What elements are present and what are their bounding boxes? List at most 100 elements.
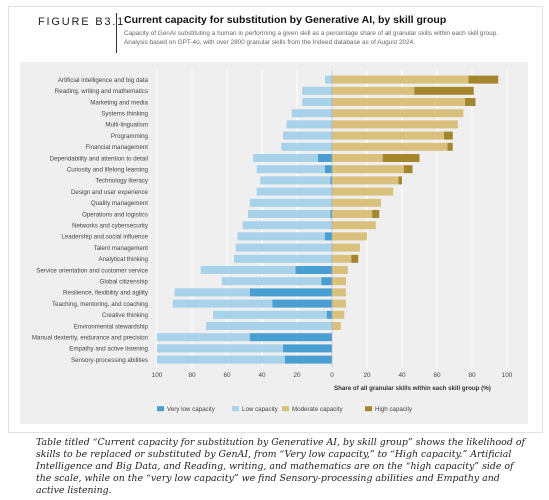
x-tick-label: 40 [398, 372, 406, 379]
skill-capacity-chart: Artificial intelligence and big data Read… [32, 70, 513, 413]
bar-high [414, 86, 474, 95]
category-label: Resilience, flexibility and agility [63, 290, 149, 297]
bar-low [281, 142, 332, 151]
category-label: Design and user experience [71, 189, 149, 196]
x-tick-label: 60 [433, 372, 441, 379]
bar-low [325, 75, 332, 84]
bar-high [351, 254, 359, 263]
header-divider [116, 13, 117, 53]
bar-low [172, 299, 273, 308]
bar-high [403, 165, 413, 174]
category-label: Creative thinking [102, 312, 149, 319]
bar-very-low [249, 288, 332, 297]
x-axis-title: Share of all granular skills within each… [334, 385, 491, 392]
bar-moderate [332, 221, 376, 230]
bar-very-low [325, 232, 332, 241]
legend-label-high: High capacity [375, 406, 413, 413]
bar-moderate [332, 131, 444, 140]
category-label: Teaching, mentoring, and coaching [52, 301, 149, 308]
chart-subtitle: Capacity of GenAI substituting a human i… [124, 30, 499, 46]
category-label: Global citizenship [100, 279, 149, 286]
category-label: Quality management [91, 200, 148, 207]
bar-high [382, 154, 420, 162]
x-tick-label: 60 [223, 372, 231, 379]
category-label: Systems thinking [101, 111, 148, 118]
bar-moderate [332, 210, 373, 218]
bar-moderate [332, 198, 381, 207]
bar-low [286, 120, 332, 129]
bar-low [249, 198, 332, 207]
bar-low [248, 210, 331, 218]
bar-low [174, 288, 250, 297]
bar-moderate [332, 299, 346, 308]
category-label: Analytical thinking [98, 256, 148, 263]
bar-low [260, 176, 331, 185]
bar-very-low [321, 277, 332, 286]
bar-high [447, 142, 453, 151]
bar-moderate [332, 322, 341, 330]
bar-moderate [332, 120, 458, 129]
x-tick-label: 100 [152, 372, 163, 379]
bar-high [398, 176, 402, 185]
bar-very-low [272, 299, 332, 308]
bar-low [235, 243, 332, 252]
legend-label-moderate: Moderate capacity [292, 406, 343, 413]
bar-low [234, 254, 332, 263]
bar-moderate [332, 75, 469, 84]
bar-moderate [332, 86, 415, 95]
category-label: Technology literacy [95, 178, 149, 185]
x-tick-label: 80 [188, 372, 196, 379]
legend-swatch-very-low [157, 406, 164, 412]
bar-moderate [332, 243, 360, 252]
bar-moderate [332, 288, 346, 297]
x-tick-label: 100 [502, 372, 513, 379]
chart-title: Current capacity for substitution by Gen… [124, 14, 447, 26]
bar-low [256, 187, 332, 196]
bar-very-low [330, 210, 332, 218]
category-label: Empathy and active listening [69, 346, 148, 353]
bar-low [291, 109, 332, 118]
category-label: Manual dexterity, endurance and precisio… [32, 335, 149, 342]
bar-low [302, 98, 332, 106]
bar-very-low [326, 310, 332, 319]
category-label: Programming [111, 133, 149, 140]
x-tick-label: 0 [330, 372, 334, 379]
category-label: Operations and logistics [82, 211, 148, 218]
figure-label: FIGURE B3.1 [38, 16, 126, 28]
bar-low [283, 131, 332, 140]
bar-low [213, 310, 327, 319]
bar-moderate [332, 232, 367, 241]
legend-swatch-low [232, 406, 239, 412]
bar-low [242, 221, 332, 230]
legend-label-very-low: Very low capacity [167, 406, 216, 413]
category-label: Multi-lingualism [105, 122, 148, 129]
bar-low [237, 232, 325, 241]
bar-very-low [295, 266, 332, 274]
bar-moderate [332, 254, 352, 263]
bar-low [206, 322, 332, 330]
x-tick-label: 20 [293, 372, 301, 379]
bar-moderate [332, 109, 464, 118]
bar-moderate [332, 165, 404, 174]
category-label: Financial management [85, 144, 148, 151]
bar-high [465, 98, 476, 106]
legend-swatch-moderate [282, 406, 289, 412]
bar-very-low [249, 333, 332, 342]
bar-very-low [330, 176, 332, 185]
legend-swatch-high [365, 406, 372, 412]
bar-moderate [332, 154, 383, 162]
bar-moderate [332, 277, 346, 286]
x-tick-label: 20 [363, 372, 371, 379]
bar-low [256, 165, 325, 174]
bar-low [221, 277, 322, 286]
category-label: Sensory-processing abilities [71, 357, 148, 364]
category-label: Reading, writing and mathematics [55, 88, 148, 95]
category-label: Environmental stewardship [74, 323, 149, 330]
bar-moderate [332, 310, 345, 319]
category-label: Artificial intelligence and big data [58, 77, 149, 84]
category-label: Dependability and attention to detail [50, 155, 148, 162]
bar-very-low [318, 154, 332, 162]
chart-panel: Artificial intelligence and big data Read… [20, 62, 528, 424]
bar-high [444, 131, 453, 140]
bar-low [157, 355, 285, 364]
